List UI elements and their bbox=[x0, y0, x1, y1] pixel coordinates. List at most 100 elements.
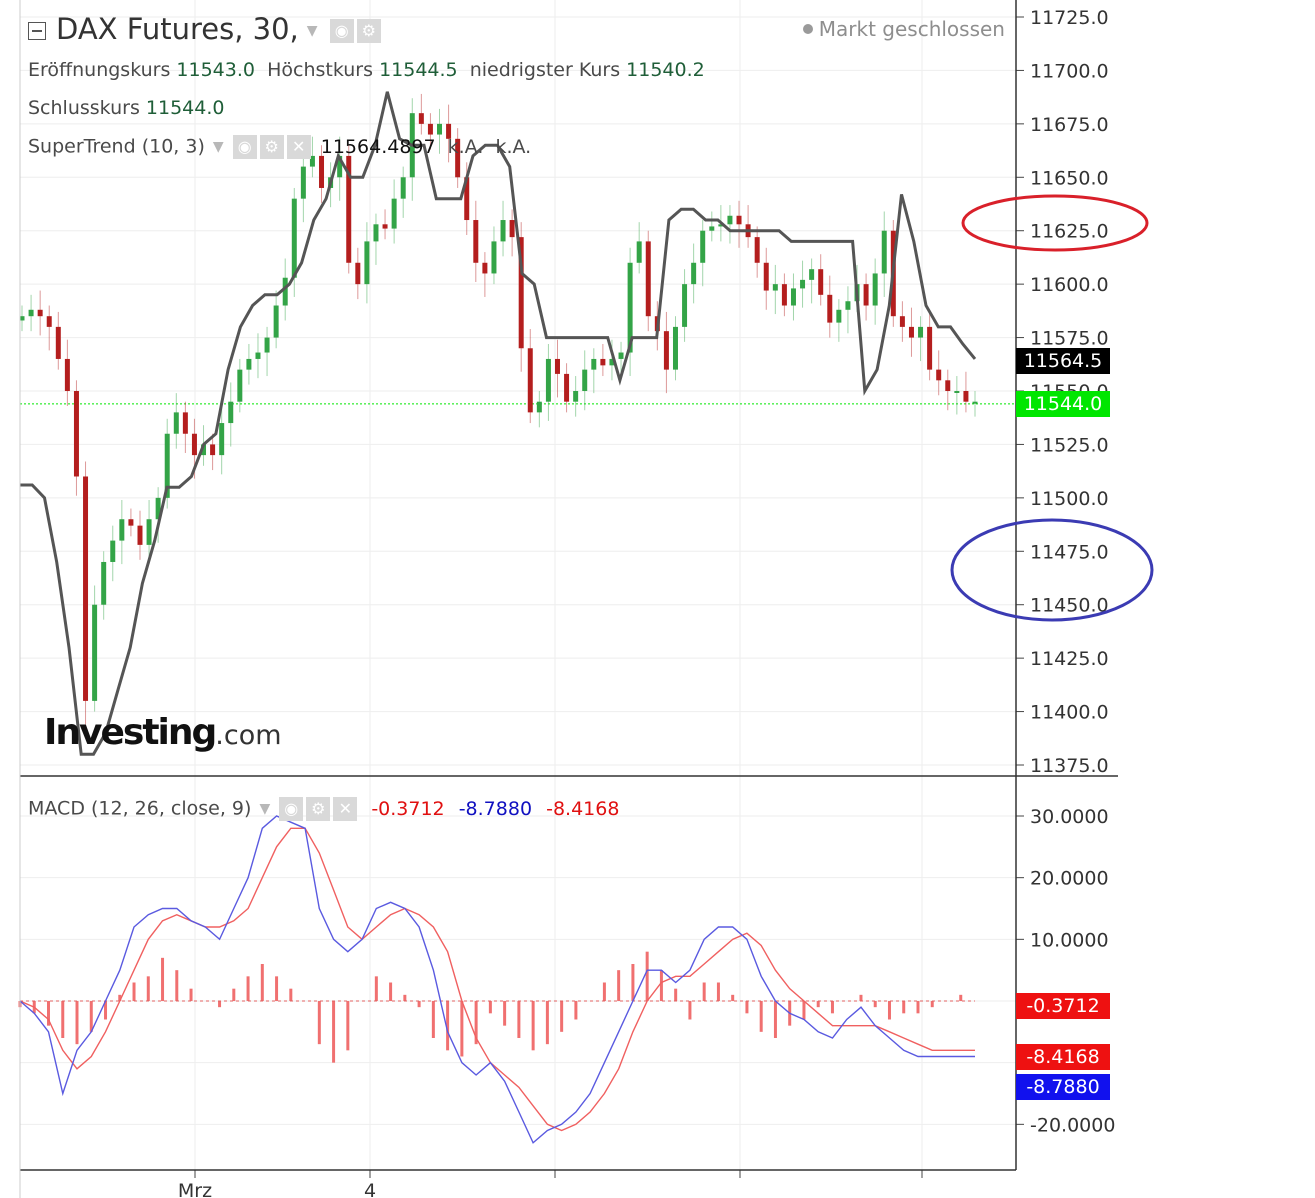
supertrend-na2: k.A. bbox=[495, 135, 532, 158]
macd-tick-label: 10.0000 bbox=[1030, 929, 1109, 951]
supertrend-value: 11564.4897 bbox=[320, 135, 436, 158]
candle-body bbox=[309, 155, 315, 167]
candle-body bbox=[836, 309, 842, 323]
candle-body bbox=[554, 358, 560, 374]
candle-body bbox=[727, 215, 733, 225]
close-icon[interactable]: ✕ bbox=[333, 797, 358, 821]
candle-body bbox=[19, 316, 25, 321]
candle-body bbox=[55, 326, 61, 359]
macd-value: -8.7880 bbox=[458, 797, 533, 820]
chevron-down-icon[interactable]: ▼ bbox=[306, 23, 318, 39]
macd-signal-tag: -8.4168 bbox=[1016, 1044, 1110, 1070]
candle-body bbox=[319, 155, 325, 188]
candle-body bbox=[509, 220, 515, 238]
candle-body bbox=[255, 352, 261, 359]
investing-logo: Investing.com bbox=[44, 712, 282, 753]
candle-body bbox=[827, 294, 833, 323]
macd-signal-path bbox=[19, 827, 975, 1132]
collapse-icon[interactable] bbox=[28, 22, 46, 40]
low-label: niedrigster Kurs bbox=[469, 59, 621, 81]
candle-body bbox=[872, 273, 878, 306]
candle-body bbox=[337, 155, 343, 178]
chevron-down-icon[interactable]: ▼ bbox=[212, 139, 224, 155]
candle-body bbox=[146, 519, 152, 545]
chevron-down-icon[interactable]: ▼ bbox=[259, 801, 271, 817]
candle-body bbox=[899, 316, 905, 327]
candle-body bbox=[736, 215, 742, 225]
supertrend-path bbox=[20, 91, 977, 756]
price-axis: 11725.0 11700.0 11675.0 11650.0 11625.0 11600… bbox=[178, 7, 1116, 1198]
candle-body bbox=[37, 309, 43, 317]
candle-body bbox=[464, 177, 470, 221]
eye-icon[interactable]: ◉ bbox=[279, 797, 304, 821]
annotations bbox=[950, 194, 1154, 622]
price-tick-label: 11500.0 bbox=[1030, 488, 1109, 510]
gear-icon[interactable]: ⚙ bbox=[356, 19, 381, 43]
supertrend-na1: k.A. bbox=[447, 135, 484, 158]
candle-body bbox=[881, 230, 887, 274]
candle-body bbox=[228, 401, 234, 424]
candle-body bbox=[818, 269, 824, 295]
candle-body bbox=[282, 277, 288, 306]
price-tick-label: 11725.0 bbox=[1030, 7, 1109, 29]
symbol-title: DAX Futures, 30, ▼ ◉ ⚙ bbox=[28, 12, 381, 46]
price-tick-label: 11400.0 bbox=[1030, 702, 1109, 724]
price-tick-label: 11600.0 bbox=[1030, 274, 1109, 296]
price-tick-label: 11625.0 bbox=[1030, 221, 1109, 243]
candle-body bbox=[391, 198, 397, 229]
price-tick-label: 11575.0 bbox=[1030, 328, 1109, 350]
macd-signal-value: -8.4168 bbox=[546, 797, 620, 820]
macd-panel bbox=[18, 815, 975, 1144]
candle-body bbox=[400, 177, 406, 199]
candle-body bbox=[201, 444, 207, 456]
macd-hist-value: -0.3712 bbox=[371, 797, 445, 820]
candle-body bbox=[210, 444, 216, 456]
candle-body bbox=[682, 284, 688, 327]
candles bbox=[19, 93, 978, 725]
open-value: 11543.0 bbox=[176, 59, 255, 81]
gear-icon[interactable]: ⚙ bbox=[306, 797, 331, 821]
candle-body bbox=[300, 166, 306, 199]
candle-body bbox=[809, 269, 815, 280]
close-icon[interactable]: ✕ bbox=[286, 135, 311, 159]
price-tick-label: 11700.0 bbox=[1030, 60, 1109, 82]
candle-body bbox=[291, 198, 297, 278]
supertrend-price-tag: 11564.5 bbox=[1016, 348, 1110, 374]
candle-body bbox=[936, 369, 942, 381]
candle-body bbox=[219, 423, 225, 456]
gear-icon[interactable]: ⚙ bbox=[259, 135, 284, 159]
grid bbox=[20, 0, 1016, 1170]
macd-tick-label: -20.0000 bbox=[1030, 1114, 1115, 1136]
candle-body bbox=[246, 358, 252, 370]
candle-body bbox=[173, 412, 179, 434]
eye-icon[interactable]: ◉ bbox=[329, 19, 354, 43]
candle-body bbox=[437, 123, 443, 135]
candle-body bbox=[718, 224, 724, 227]
price-tick-label: 11425.0 bbox=[1030, 648, 1109, 670]
eye-icon[interactable]: ◉ bbox=[232, 135, 257, 159]
supertrend-legend: SuperTrend (10, 3) ▼ ◉ ⚙ ✕ 11564.4897 k.A. … bbox=[28, 135, 531, 159]
macd-hist-tag: -0.3712 bbox=[1016, 993, 1110, 1019]
candle-body bbox=[545, 358, 551, 402]
candle-body bbox=[709, 226, 715, 231]
time-label: 4 bbox=[364, 1180, 376, 1198]
candle-body bbox=[972, 401, 978, 404]
candle-body bbox=[455, 138, 461, 178]
ohlc-row: Eröffnungskurs 11543.0 Höchstkurs 11544.… bbox=[28, 59, 705, 81]
candle-body bbox=[264, 337, 270, 353]
candle-body bbox=[427, 123, 433, 135]
candle-body bbox=[446, 123, 452, 139]
candle-body bbox=[573, 391, 579, 402]
candle-body bbox=[46, 316, 52, 327]
price-tick-label: 11675.0 bbox=[1030, 114, 1109, 136]
macd-label: MACD (12, 26, close, 9) bbox=[28, 797, 252, 820]
macd-tick-label: 30.0000 bbox=[1030, 806, 1109, 828]
candle-body bbox=[954, 391, 960, 393]
candle-body bbox=[518, 237, 524, 349]
candle-body bbox=[128, 519, 134, 526]
candle-body bbox=[92, 604, 98, 701]
candle-body bbox=[110, 540, 116, 562]
candle-body bbox=[963, 391, 969, 402]
candle-body bbox=[863, 284, 869, 306]
